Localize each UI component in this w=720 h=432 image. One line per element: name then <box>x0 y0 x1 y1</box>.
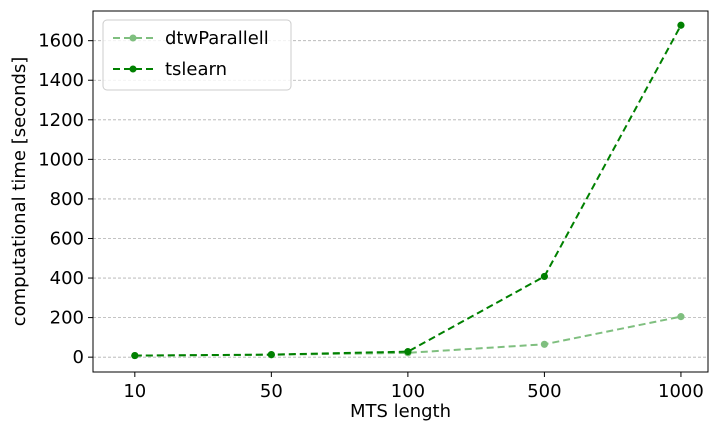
legend-label: dtwParallell <box>165 28 269 49</box>
y-tick-label: 1600 <box>38 31 84 52</box>
legend-entry-dtwParallell: dtwParallell <box>113 28 269 49</box>
legend-swatch-marker <box>129 65 137 73</box>
x-tick-label: 500 <box>527 381 561 402</box>
x-tick-label: 10 <box>123 381 146 402</box>
data-point <box>540 340 549 348</box>
x-tick-label: 100 <box>391 381 425 402</box>
legend-label: tslearn <box>165 59 227 80</box>
legend-swatch-marker <box>129 34 137 42</box>
y-tick-label: 1400 <box>38 70 84 91</box>
series-layer <box>131 21 685 360</box>
data-point <box>677 313 685 321</box>
data-point <box>404 348 412 356</box>
y-tick-label: 800 <box>50 189 84 210</box>
grid-lines <box>93 40 708 358</box>
y-tick-label: 1200 <box>38 110 84 131</box>
x-axis-title: MTS length <box>350 401 451 422</box>
data-point <box>540 272 549 281</box>
y-tick-label: 600 <box>50 228 84 249</box>
y-tick-label: 0 <box>73 347 84 368</box>
data-point <box>131 351 139 360</box>
series-line <box>134 24 682 357</box>
y-tick-label: 1000 <box>38 149 84 170</box>
y-axis-ticks: 0 200 400 600 800 1000 1200 1400 1600 <box>38 31 93 368</box>
x-tick-label: 1000 <box>658 381 704 402</box>
data-point <box>677 21 685 29</box>
x-axis-ticks: 10 50 100 500 1000 <box>123 372 704 402</box>
legend-entry-tslearn: tslearn <box>113 59 227 80</box>
y-tick-label: 200 <box>50 308 84 329</box>
data-point <box>267 350 275 359</box>
y-tick-label: 400 <box>50 268 84 289</box>
x-tick-label: 50 <box>260 381 283 402</box>
plot-area-frame <box>92 10 709 373</box>
series-tslearn <box>131 21 685 360</box>
y-axis-title: computational time [seconds] <box>9 57 30 327</box>
legend: dtwParallell tslearn <box>102 19 292 91</box>
